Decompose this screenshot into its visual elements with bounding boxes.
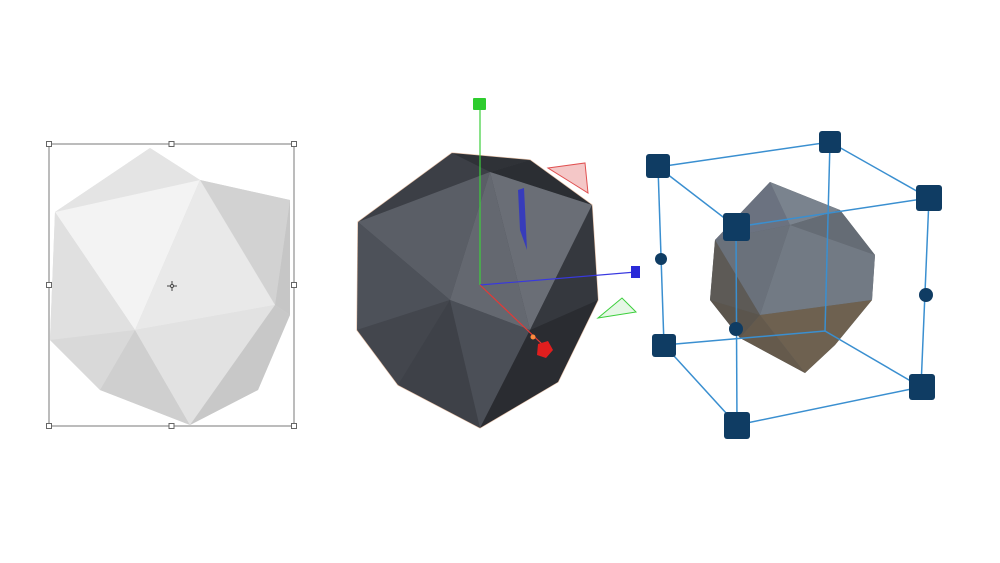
icosa-face bbox=[450, 300, 530, 428]
icosa-face bbox=[357, 300, 450, 385]
resize-handle-bottom-right[interactable] bbox=[291, 423, 297, 429]
xy-plane-handle[interactable] bbox=[546, 162, 589, 194]
icosahedron-tinted[interactable] bbox=[710, 182, 875, 373]
icosa-face bbox=[740, 315, 805, 373]
icosa-face bbox=[135, 180, 275, 330]
icosa-face bbox=[50, 212, 135, 340]
edge-handle-back-left[interactable] bbox=[655, 253, 667, 265]
yz-plane-handle[interactable] bbox=[518, 188, 527, 250]
icosa-face bbox=[490, 160, 592, 205]
icosa-face bbox=[710, 240, 760, 315]
icosa-face bbox=[190, 305, 290, 425]
resize-handle-top-left[interactable] bbox=[46, 141, 52, 147]
scale-box-handles bbox=[646, 131, 942, 439]
resize-handle-left[interactable] bbox=[46, 282, 52, 288]
pivot-crosshair-icon[interactable] bbox=[167, 281, 177, 291]
icosa-face bbox=[710, 300, 760, 338]
icosahedron-dark[interactable] bbox=[356, 152, 599, 429]
icosa-face bbox=[55, 180, 200, 330]
resize-handle-top[interactable] bbox=[168, 141, 175, 147]
icosa-face bbox=[100, 330, 190, 425]
icosa-face bbox=[760, 225, 875, 315]
translate-gizmo-panel bbox=[330, 0, 640, 563]
icosa-face bbox=[358, 172, 490, 300]
icosa-face bbox=[450, 172, 530, 330]
icosa-face bbox=[530, 205, 598, 330]
corner-handle-bottom-back-left[interactable] bbox=[652, 334, 676, 357]
bounding-box-transform-panel bbox=[0, 0, 330, 563]
icosa-face bbox=[790, 210, 875, 255]
scale-box-view bbox=[646, 131, 942, 439]
icosa-face bbox=[760, 300, 872, 373]
corner-handle-top-back-left[interactable] bbox=[646, 154, 670, 178]
icosa-face bbox=[715, 225, 790, 315]
y-axis-handle[interactable] bbox=[473, 98, 486, 110]
icosa-face bbox=[358, 153, 490, 222]
translate-gizmo-view bbox=[356, 98, 640, 429]
edge-handle-front-left[interactable] bbox=[729, 322, 743, 336]
icosa-face bbox=[480, 300, 598, 428]
corner-handle-top-back-right[interactable] bbox=[819, 131, 841, 153]
translate-gizmo bbox=[473, 98, 640, 358]
icosa-face bbox=[357, 222, 450, 330]
icosahedron-light[interactable] bbox=[50, 148, 290, 425]
icosa-face bbox=[275, 200, 290, 315]
xz-plane-handle[interactable] bbox=[596, 297, 638, 319]
icosa-face bbox=[55, 148, 200, 212]
corner-handle-bottom-front-right[interactable] bbox=[909, 374, 935, 400]
icosa-face bbox=[135, 305, 275, 425]
edge-handle-front-right[interactable] bbox=[919, 288, 933, 302]
corner-handle-top-front-right[interactable] bbox=[916, 185, 942, 211]
corner-handle-top-front-left[interactable] bbox=[723, 213, 750, 241]
icosa-face bbox=[200, 180, 290, 305]
x-axis-handle[interactable] bbox=[537, 341, 553, 358]
z-axis-handle[interactable] bbox=[631, 266, 640, 278]
icosa-face bbox=[490, 172, 592, 330]
x-axis-marker bbox=[530, 334, 536, 340]
scale-bounding-box-panel bbox=[640, 0, 1000, 563]
resize-handle-bottom-left[interactable] bbox=[46, 423, 52, 429]
resize-handle-top-right[interactable] bbox=[291, 141, 297, 147]
z-axis-line bbox=[479, 271, 637, 286]
icosa-face bbox=[50, 330, 135, 390]
resize-handle-bottom[interactable] bbox=[168, 423, 175, 429]
resize-handle-right[interactable] bbox=[291, 282, 297, 288]
corner-handle-bottom-front-left[interactable] bbox=[724, 412, 750, 439]
icosa-face bbox=[452, 153, 530, 172]
bounding-box-view bbox=[46, 141, 297, 429]
icosa-face bbox=[398, 300, 480, 428]
